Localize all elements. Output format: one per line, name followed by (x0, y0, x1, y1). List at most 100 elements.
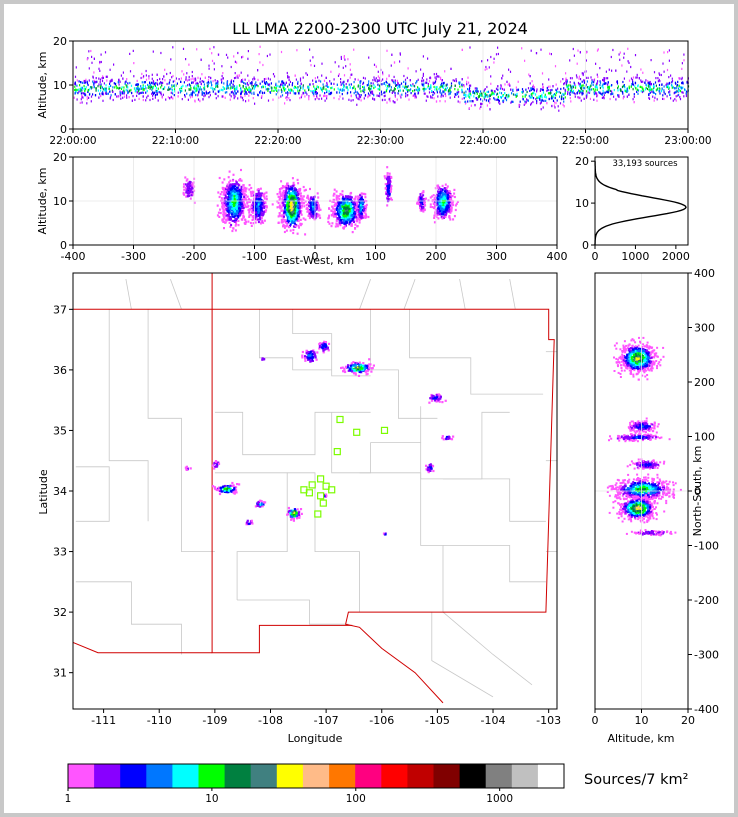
time-height-point (572, 89, 574, 93)
time-height-point (140, 85, 142, 88)
ew-height-point (254, 221, 257, 224)
time-height-point (456, 91, 458, 94)
time-height-point (501, 77, 503, 80)
time-height-point (428, 87, 430, 91)
ew-height-point (286, 217, 289, 220)
time-height-point (93, 71, 95, 74)
time-height-point (593, 93, 595, 96)
ew-height-point (343, 198, 345, 201)
time-height-point (215, 84, 217, 87)
time-height-point (409, 79, 411, 82)
time-height-point (649, 88, 651, 91)
time-height-point (343, 83, 345, 86)
time-height-point (171, 89, 174, 92)
time-height-point (337, 74, 340, 77)
time-height-point (646, 84, 648, 87)
time-height-point (142, 88, 144, 91)
time-height-point (433, 85, 435, 88)
time-height-point (226, 83, 228, 86)
ew-height-point (248, 215, 251, 218)
time-height-point (553, 93, 556, 96)
ew-height-point (239, 178, 242, 181)
time-height-point (75, 66, 77, 69)
time-height-point (223, 87, 225, 90)
time-height-point (88, 96, 90, 99)
time-height-point (248, 89, 251, 92)
time-height-point (659, 87, 661, 90)
time-height-point (592, 88, 594, 91)
ew-height-point (354, 212, 357, 215)
time-height-point (100, 84, 102, 88)
ew-height-point (258, 197, 260, 201)
ew-height-point (332, 207, 335, 210)
time-height-point (336, 91, 338, 94)
time-height-point (181, 70, 183, 73)
ew-height-point (337, 213, 340, 216)
ew-height-point (304, 218, 307, 221)
time-height-point (173, 84, 175, 87)
time-height-point (244, 78, 246, 81)
ew-height-point (225, 204, 228, 207)
ew-height-point (289, 203, 292, 206)
time-height-point (343, 74, 346, 77)
ew-height-point (365, 214, 367, 217)
time-height-point (144, 85, 146, 88)
time-height-point (644, 88, 646, 91)
time-height-point (260, 90, 262, 93)
time-height-point (240, 96, 242, 99)
ew-height-point (226, 216, 229, 219)
time-height-point (114, 93, 116, 96)
time-height-point (345, 86, 347, 89)
time-height-point (443, 90, 445, 94)
time-height-point (386, 101, 388, 104)
time-height-point (674, 91, 676, 94)
ew-height-point (230, 201, 233, 204)
ew-height-point (286, 182, 289, 185)
time-height-point (623, 77, 625, 80)
time-height-point (323, 94, 326, 97)
time-height-point (671, 80, 674, 83)
ew-height-point (386, 183, 389, 186)
time-height-point (675, 95, 677, 98)
time-height-point (338, 91, 341, 94)
time-height-point (148, 77, 150, 80)
time-height-point (272, 98, 274, 101)
time-height-point (397, 87, 399, 90)
ew-height-point (239, 194, 242, 197)
ew-height-point (351, 211, 353, 214)
ew-height-point (233, 201, 236, 204)
time-height-point (475, 90, 477, 93)
ew-height-point (420, 207, 423, 210)
time-height-point (640, 68, 642, 71)
time-height-point (648, 85, 650, 88)
ew-height-point (281, 193, 284, 197)
time-height-point (114, 86, 116, 89)
time-height-point (494, 98, 496, 101)
ew-height-point (221, 199, 224, 202)
ew-height-point (360, 213, 363, 217)
time-height-point (541, 88, 543, 91)
time-height-point (269, 91, 271, 94)
time-height-point (134, 87, 136, 90)
time-height-point (439, 86, 441, 89)
time-height-point (485, 65, 487, 69)
time-height-point (524, 59, 526, 62)
time-height-point (330, 87, 332, 90)
time-height-point (444, 70, 446, 73)
ew-height-point (364, 193, 367, 196)
ew-height-point (283, 210, 286, 214)
time-height-point (184, 95, 186, 98)
time-height-point (293, 92, 295, 95)
time-height-point (456, 92, 459, 96)
time-height-point (467, 100, 469, 103)
time-height-point (287, 85, 289, 88)
time-height-point (570, 86, 572, 89)
ew-height-point (240, 203, 243, 206)
time-height-point (234, 89, 236, 92)
time-height-point (235, 87, 237, 90)
time-height-point (183, 73, 185, 76)
time-height-point (367, 84, 369, 87)
time-height-point (504, 92, 506, 95)
time-height-point (148, 75, 150, 78)
ew-height-point (234, 183, 237, 186)
